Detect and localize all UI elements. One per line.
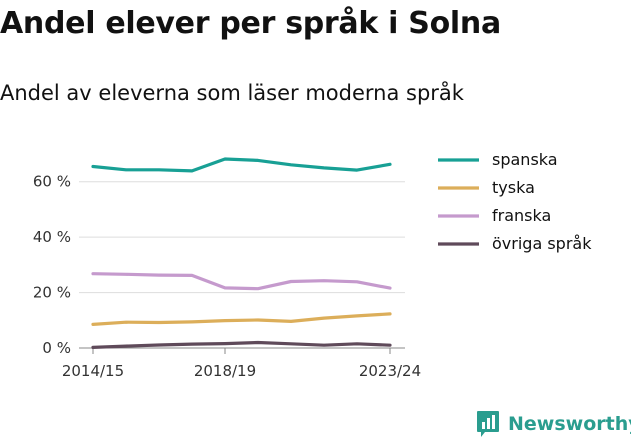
y-tick-label: 40 % [33, 228, 71, 246]
series-lines [91, 157, 392, 349]
series-line-spanska [91, 157, 392, 173]
newsworthy-logo: Newsworthy [476, 408, 631, 440]
series-line-tyska [91, 312, 392, 326]
legend-label: franska [492, 206, 551, 225]
series-line-övriga-språk [91, 340, 392, 349]
y-tick-label: 20 % [33, 284, 71, 302]
legend-label: övriga språk [492, 234, 592, 253]
chart-subtitle: Andel av eleverna som läser moderna språ… [0, 81, 464, 105]
chart-speech-bubble-icon [477, 411, 499, 437]
logo-text: Newsworthy [508, 413, 631, 435]
legend-label: tyska [492, 178, 535, 197]
y-tick-label: 60 % [33, 173, 71, 191]
x-tick-label: 2018/19 [194, 362, 256, 380]
legend-label: spanska [492, 150, 558, 169]
legend: spanska tyska franska övriga språk [438, 150, 592, 253]
grid-lines [79, 181, 405, 349]
chart-title: Andel elever per språk i Solna [0, 6, 501, 41]
series-line-franska [91, 272, 392, 291]
x-tick-label: 2023/24 [359, 362, 421, 380]
y-tick-label: 0 % [42, 339, 71, 357]
axes: 0 % 20 % 40 % 60 % 2014/15 2018/19 2023/24 [33, 173, 421, 380]
x-tick-label: 2014/15 [62, 362, 124, 380]
